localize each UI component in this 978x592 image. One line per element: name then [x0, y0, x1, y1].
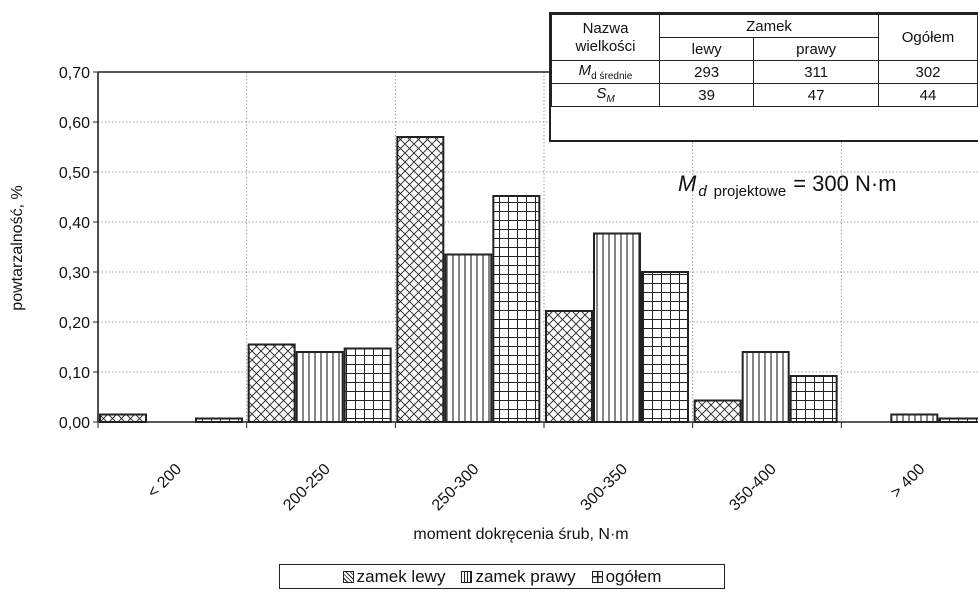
table-row: Md średnie 293 311 302	[551, 60, 978, 84]
bar-vertical	[890, 413, 939, 423]
legend-item-total: ogółem	[591, 566, 662, 587]
table-row-symbol: Md średnie	[551, 60, 660, 84]
y-tick-label: 0,40	[59, 215, 90, 232]
annotation-value: = 300 N·m	[793, 171, 896, 196]
table-cell: 44	[878, 83, 978, 107]
bar-vertical	[444, 253, 493, 423]
table-header-group: Zamek	[659, 14, 879, 38]
y-tick-labels: 0,00 0,10 0,20 0,30 0,40 0,50 0,60 0,70	[59, 65, 90, 432]
y-tick-label: 0,20	[59, 315, 90, 332]
legend-swatch-grid	[591, 570, 603, 583]
bar-vertical	[741, 351, 790, 423]
x-tick-label: < 200	[145, 461, 186, 502]
y-tick-label: 0,60	[59, 115, 90, 132]
chart-legend: zamek lewy zamek prawy ogółem	[279, 564, 725, 589]
bar-crosshatch	[693, 399, 742, 423]
x-tick-label: 350-400	[726, 461, 780, 515]
table-cell: 39	[658, 83, 755, 107]
table-cell: 302	[878, 60, 978, 84]
y-tick-label: 0,10	[59, 365, 90, 382]
annotation-subscript: d	[698, 183, 707, 200]
bar-vertical	[593, 232, 641, 423]
x-tick-label: > 400	[888, 461, 929, 502]
bar-vertical	[295, 351, 344, 423]
y-tick-label: 0,00	[59, 415, 90, 432]
y-axis-label: powtarzalność, %	[9, 185, 26, 310]
bars	[99, 136, 978, 423]
x-tick-labels: < 200 200-250 250-300 300-350 350-400 > 400	[145, 461, 929, 515]
annotation-label: projektowe	[714, 183, 787, 200]
legend-swatch-crosshatch	[342, 570, 354, 583]
bar-grid	[641, 271, 689, 423]
table-row: SM 39 47 44	[551, 83, 978, 107]
bar-crosshatch	[247, 343, 296, 423]
legend-item-left: zamek lewy	[342, 566, 446, 587]
x-axis-label: moment dokręcenia śrub, N·m	[413, 526, 628, 543]
bar-crosshatch	[545, 310, 593, 423]
table-header-name: Nazwa wielkości	[551, 14, 660, 61]
bar-grid	[343, 347, 392, 423]
table-header-right: prawy	[753, 37, 879, 61]
legend-label: ogółem	[605, 566, 662, 586]
annotation-symbol: M	[678, 171, 697, 196]
table-cell: 293	[658, 60, 755, 84]
table-row-symbol: SM	[551, 83, 660, 107]
bar-crosshatch	[396, 136, 445, 423]
x-tick-label: 250-300	[429, 461, 483, 515]
table-cell: 311	[753, 60, 879, 84]
table-header-total: Ogółem	[878, 14, 978, 61]
y-tick-label: 0,70	[59, 65, 90, 82]
table-cell: 47	[753, 83, 879, 107]
legend-label: zamek prawy	[475, 566, 576, 586]
bar-grid	[789, 375, 838, 423]
y-tick-label: 0,30	[59, 265, 90, 282]
legend-label: zamek lewy	[356, 566, 446, 586]
x-tick-label: 200-250	[280, 461, 334, 515]
legend-item-right: zamek prawy	[461, 566, 576, 587]
x-tick-label: 300-350	[578, 461, 632, 515]
legend-swatch-vertical	[461, 570, 473, 583]
bar-crosshatch	[99, 413, 147, 423]
bar-grid	[492, 195, 541, 423]
table-header-left: lewy	[658, 37, 755, 61]
y-tick-label: 0,50	[59, 165, 90, 182]
statistics-table: Nazwa wielkości Zamek Ogółem lewy prawy …	[549, 12, 978, 142]
